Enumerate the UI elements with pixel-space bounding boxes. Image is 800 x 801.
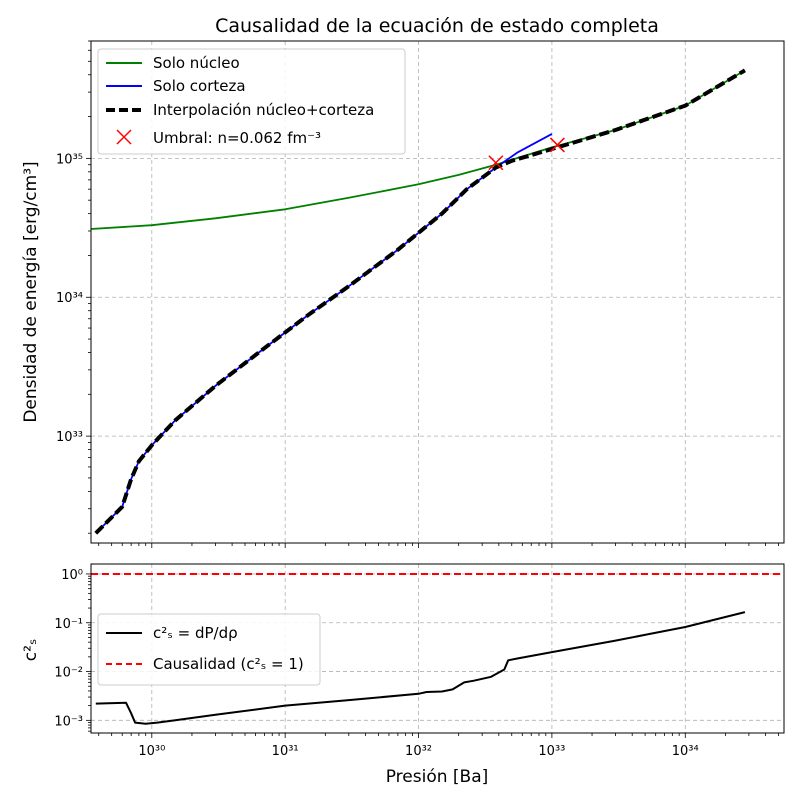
legend-label-interpolacion: Interpolación núcleo+corteza [153,101,374,119]
series-cs2-line [95,611,746,725]
x-tick-label: 10³² [405,744,432,759]
legend-label-umbral: Umbral: n=0.062 fm⁻³ [153,129,321,147]
top-axes-frame [90,40,785,544]
chart-title: Causalidad de la ecuación de estado comp… [215,15,659,37]
bottom-y-axis-label: c²ₛ [21,639,41,662]
legend-label-solo-nucleo: Solo núcleo [153,54,240,72]
bottom-axes-frame [90,563,785,734]
y-tick-label: 10⁰ [61,568,83,583]
top-y-axis-label: Densidad de energía [erg/cm³] [21,161,41,422]
x-tick-label: 10³³ [538,744,565,759]
y-tick-label: 10³⁴ [56,291,83,306]
y-tick-label: 10⁻³ [54,714,83,729]
series-interpolacion-line [94,68,746,535]
top-legend: Solo núcleo Solo corteza Interpolación n… [97,48,406,155]
y-tick-label: 10⁻² [54,666,83,681]
threshold-marker [549,137,565,153]
y-tick-label: 10³³ [56,430,83,445]
threshold-marker [488,155,504,171]
threshold-markers [488,137,565,171]
x-tick-label: 10³¹ [272,744,299,759]
legend-label-solo-corteza: Solo corteza [153,77,246,95]
bottom-legend: c²ₛ = dP/dρ Causalidad (c²ₛ = 1) [97,613,321,686]
bottom-y-ticks: 10⁻³ 10⁻² 10⁻¹ 10⁰ [54,568,91,732]
legend-label-causalidad: Causalidad (c²ₛ = 1) [153,655,304,673]
bottom-legend-box [97,613,321,686]
top-legend-box [97,48,406,155]
x-tick-label: 10³⁴ [672,744,699,759]
y-tick-label: 10⁻¹ [54,617,83,632]
x-axis-label: Presión [Ba] [386,767,489,787]
y-tick-label: 10³⁵ [56,152,83,167]
bottom-series [91,573,784,725]
x-tick-label: 10³⁰ [138,744,165,759]
legend-swatch-umbral [116,129,132,145]
legend-label-cs2: c²ₛ = dP/dρ [153,624,238,642]
top-series [90,68,746,535]
top-grid [91,41,784,543]
